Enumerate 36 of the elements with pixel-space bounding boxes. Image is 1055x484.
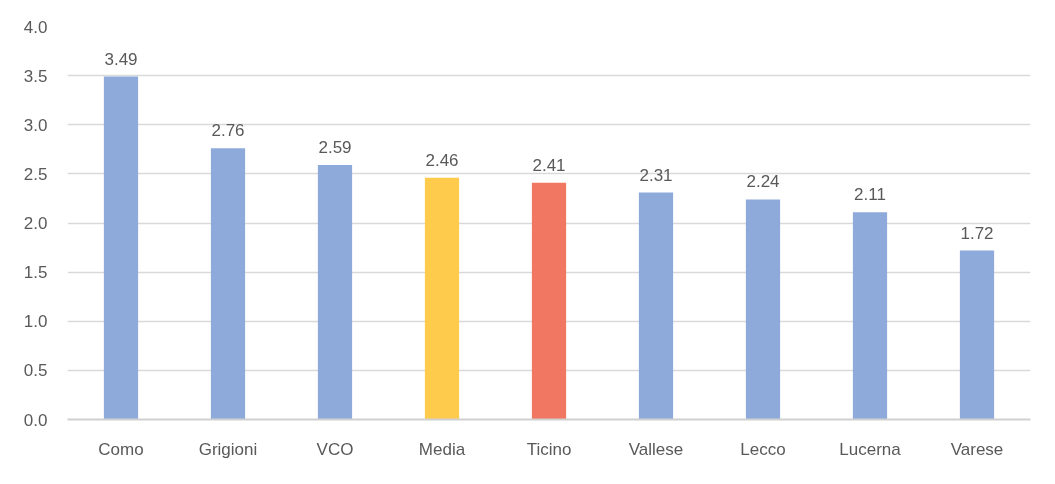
- data-label: 2.24: [746, 172, 780, 192]
- y-tick-label: 0.5: [23, 361, 48, 381]
- y-tick-label: 3.5: [23, 66, 48, 86]
- data-label: 1.72: [960, 223, 994, 243]
- data-label: 2.46: [425, 150, 459, 170]
- y-tick-label: 1.0: [23, 312, 48, 332]
- bar: [638, 192, 674, 420]
- x-tick-label: Vallese: [628, 439, 684, 459]
- bar: [852, 212, 888, 420]
- x-tick-label: Lucerna: [839, 439, 902, 459]
- x-tick-label: Varese: [950, 439, 1004, 459]
- y-tick-label: 0.0: [23, 410, 48, 430]
- x-tick-label: Ticino: [526, 439, 572, 459]
- data-label: 2.11: [854, 185, 886, 205]
- y-tick-label: 3.0: [23, 115, 48, 135]
- x-tick-label: Media: [418, 439, 466, 459]
- data-label: 2.31: [639, 165, 673, 185]
- bar: [531, 182, 567, 420]
- data-label: 3.49: [104, 49, 138, 69]
- y-tick-label: 1.5: [23, 263, 48, 283]
- data-label: 2.76: [211, 121, 245, 141]
- x-tick-label: Grigioni: [198, 439, 258, 459]
- y-tick-label: 2.5: [23, 164, 48, 184]
- bar: [210, 148, 246, 420]
- x-tick-label: Como: [98, 439, 144, 459]
- bar: [959, 250, 995, 420]
- bar: [424, 177, 460, 420]
- x-tick-label: VCO: [316, 439, 354, 459]
- data-label: 2.41: [532, 155, 566, 175]
- y-tick-label: 2.0: [23, 214, 48, 233]
- bar: [103, 76, 139, 420]
- data-label: 2.59: [318, 138, 352, 158]
- y-tick-label: 4.0: [23, 17, 48, 37]
- bar: [745, 199, 781, 420]
- x-tick-label: Lecco: [740, 439, 786, 459]
- bar: [317, 165, 353, 420]
